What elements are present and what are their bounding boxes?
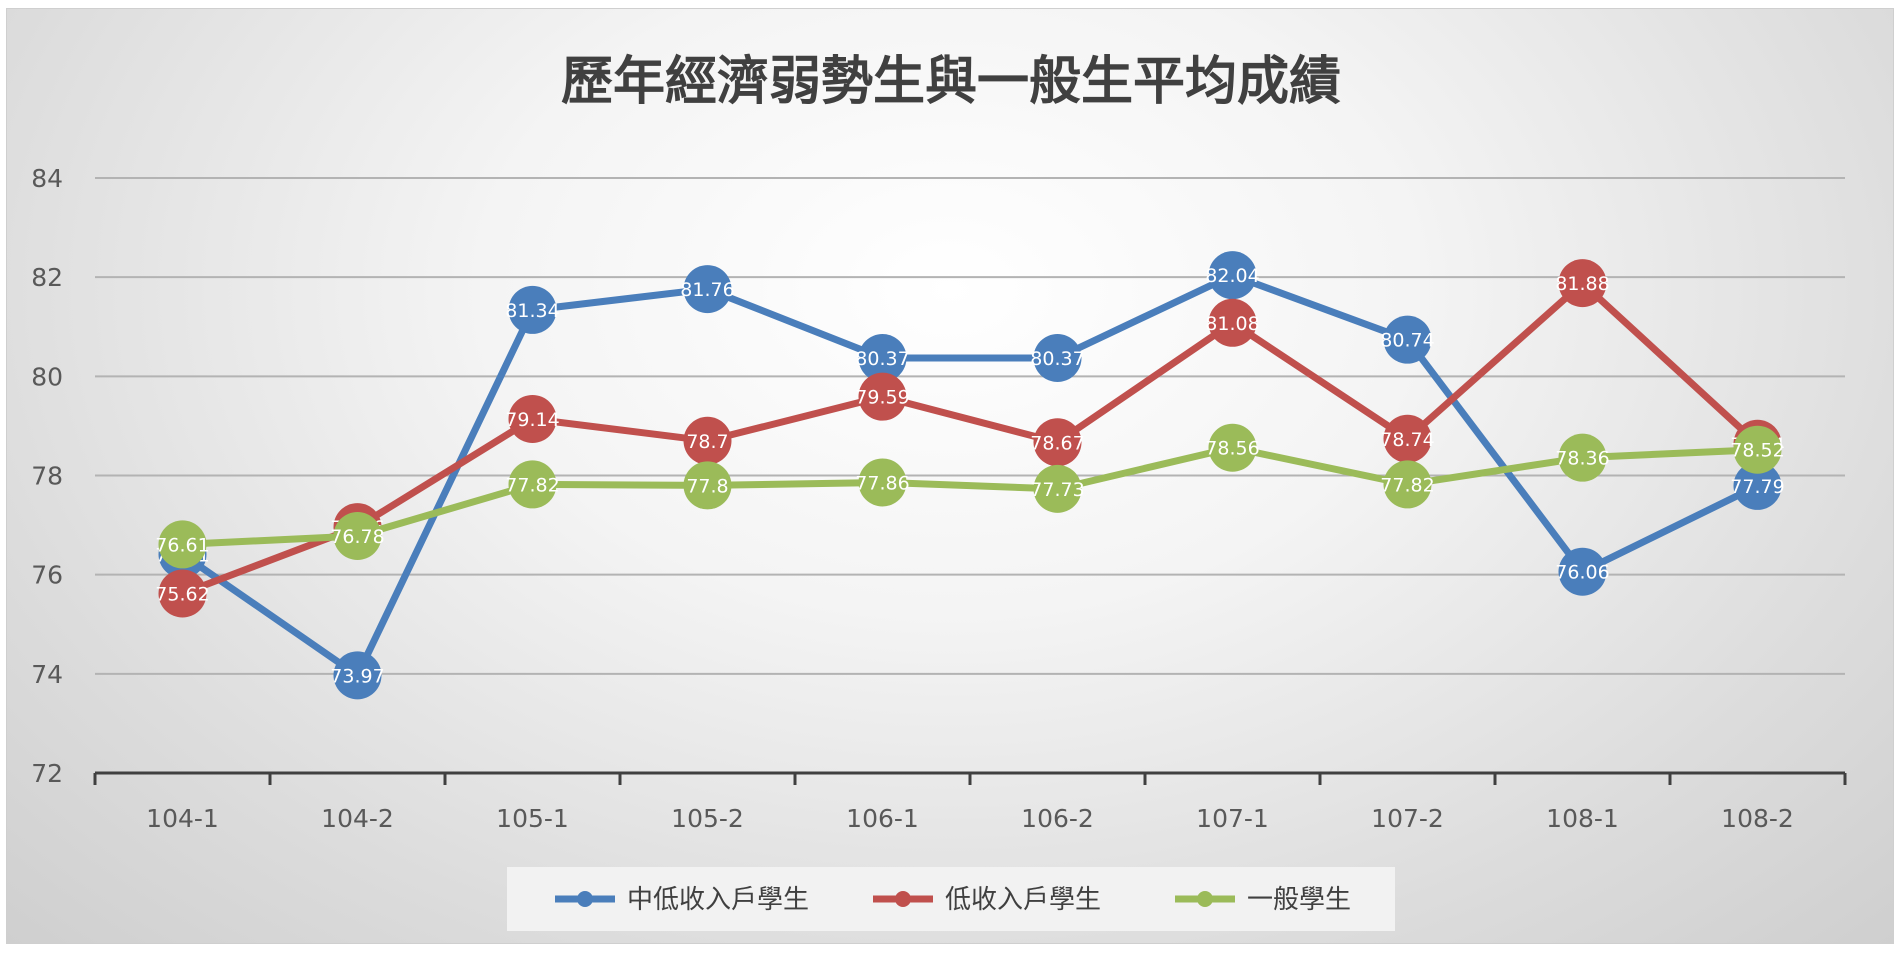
data-point xyxy=(1033,333,1082,382)
x-tick-label: 108-2 xyxy=(1721,804,1794,833)
data-label: 81.88 xyxy=(1555,273,1609,295)
data-point xyxy=(508,394,557,443)
legend-item-1: 低收入戶學生 xyxy=(873,885,1101,915)
data-label: 81.08 xyxy=(1205,313,1259,335)
series-line xyxy=(180,271,1760,679)
data-point xyxy=(1733,425,1782,474)
data-label: 80.74 xyxy=(1380,330,1434,352)
y-tick-label: 74 xyxy=(31,660,63,689)
data-point xyxy=(1558,433,1607,482)
x-tick-label: 105-2 xyxy=(671,804,744,833)
data-label: 78.7 xyxy=(686,431,728,453)
data-point xyxy=(1208,251,1257,300)
y-tick-label: 76 xyxy=(31,561,63,590)
data-point xyxy=(858,333,907,382)
data-point xyxy=(333,511,382,560)
x-tick-label: 107-2 xyxy=(1371,804,1444,833)
x-tick-label: 104-1 xyxy=(146,804,219,833)
data-point xyxy=(858,458,907,507)
data-point xyxy=(1383,460,1432,509)
data-point xyxy=(1383,414,1432,463)
data-label: 76.61 xyxy=(155,534,209,556)
y-axis: 72 74 76 78 80 82 84 xyxy=(31,164,63,788)
data-point xyxy=(683,416,732,465)
y-tick-label: 82 xyxy=(31,263,63,292)
data-label: 78.74 xyxy=(1380,429,1434,451)
y-tick-label: 72 xyxy=(31,759,63,788)
data-label: 75.62 xyxy=(155,584,209,606)
x-tick-label: 105-1 xyxy=(496,804,569,833)
x-tick-label: 106-2 xyxy=(1021,804,1094,833)
legend-label: 中低收入戶學生 xyxy=(627,885,809,915)
data-label: 81.76 xyxy=(680,279,734,301)
x-tick-label: 107-1 xyxy=(1196,804,1269,833)
legend-swatch-marker xyxy=(1197,891,1213,907)
data-label: 77.82 xyxy=(1380,474,1434,496)
series-0: 76.4173.9781.3481.7680.3780.3782.0480.74… xyxy=(155,251,1785,700)
data-label: 80.37 xyxy=(1030,348,1084,370)
data-point xyxy=(683,461,732,510)
data-point xyxy=(508,285,557,334)
data-point xyxy=(508,460,557,509)
y-tick-label: 84 xyxy=(31,164,63,193)
data-point xyxy=(683,265,732,314)
chart-title: 歷年經濟弱勢生與一般生平均成績 xyxy=(561,52,1341,112)
data-point xyxy=(1733,461,1782,510)
data-label: 81.34 xyxy=(505,300,559,322)
data-point xyxy=(1558,259,1607,308)
data-label: 73.97 xyxy=(330,665,384,687)
x-axis xyxy=(93,771,1847,785)
data-label: 80.37 xyxy=(855,348,909,370)
x-axis-labels: 104-1 104-2 105-1 105-2 106-1 106-2 107-1 107-2… xyxy=(146,804,1794,833)
gridlines xyxy=(95,177,1845,675)
data-label: 77.86 xyxy=(855,472,909,494)
data-label: 77.8 xyxy=(686,475,728,497)
data-label: 78.67 xyxy=(1030,432,1084,454)
legend-item-2: 一般學生 xyxy=(1175,885,1351,915)
data-label: 78.36 xyxy=(1555,448,1609,470)
legend-swatch-marker xyxy=(895,891,911,907)
series-2: 76.61 76.78 77.82 77.8 77.86 77.73 78.56 77.82 7… xyxy=(155,423,1785,569)
data-label: 78.52 xyxy=(1730,440,1784,462)
legend-swatch-marker xyxy=(577,891,593,907)
data-point xyxy=(1033,418,1082,467)
data-label: 76.06 xyxy=(1555,562,1609,584)
data-point xyxy=(1558,547,1607,596)
data-point xyxy=(158,520,207,569)
data-point xyxy=(158,569,207,618)
series-group: 76.4173.9781.3481.7680.3780.3782.0480.74… xyxy=(155,251,1785,700)
y-tick-label: 80 xyxy=(31,362,63,391)
y-tick-label: 78 xyxy=(31,462,63,491)
data-label: 79.14 xyxy=(505,409,559,431)
x-tick-label: 106-1 xyxy=(846,804,919,833)
x-tick-label: 108-1 xyxy=(1546,804,1619,833)
series-line xyxy=(182,444,1758,548)
legend-item-0: 中低收入戶學生 xyxy=(555,885,809,915)
data-point xyxy=(333,651,382,700)
data-label: 78.56 xyxy=(1205,438,1259,460)
data-point xyxy=(858,372,907,421)
data-label: 77.79 xyxy=(1730,476,1784,498)
x-tick-label: 104-2 xyxy=(321,804,394,833)
legend: 中低收入戶學生 低收入戶學生 一般學生 xyxy=(507,867,1395,931)
data-label: 77.73 xyxy=(1030,479,1084,501)
legend-label: 低收入戶學生 xyxy=(945,885,1101,915)
data-point xyxy=(1383,315,1432,364)
data-label: 82.04 xyxy=(1205,265,1259,287)
data-point xyxy=(1208,298,1257,347)
data-label: 77.82 xyxy=(505,474,559,496)
legend-box xyxy=(507,867,1395,931)
series-line xyxy=(181,279,1760,597)
series-1: 75.6276.9679.1478.779.5978.6781.0878.748… xyxy=(155,259,1785,618)
data-point xyxy=(1208,423,1257,472)
data-label: 76.78 xyxy=(330,526,384,548)
data-label: 79.59 xyxy=(855,387,909,409)
legend-label: 一般學生 xyxy=(1247,885,1351,915)
chart-frame: 歷年經濟弱勢生與一般生平均成績 72 74 76 78 80 82 84 104-1 104-… xyxy=(6,8,1894,944)
data-point xyxy=(1033,464,1082,513)
